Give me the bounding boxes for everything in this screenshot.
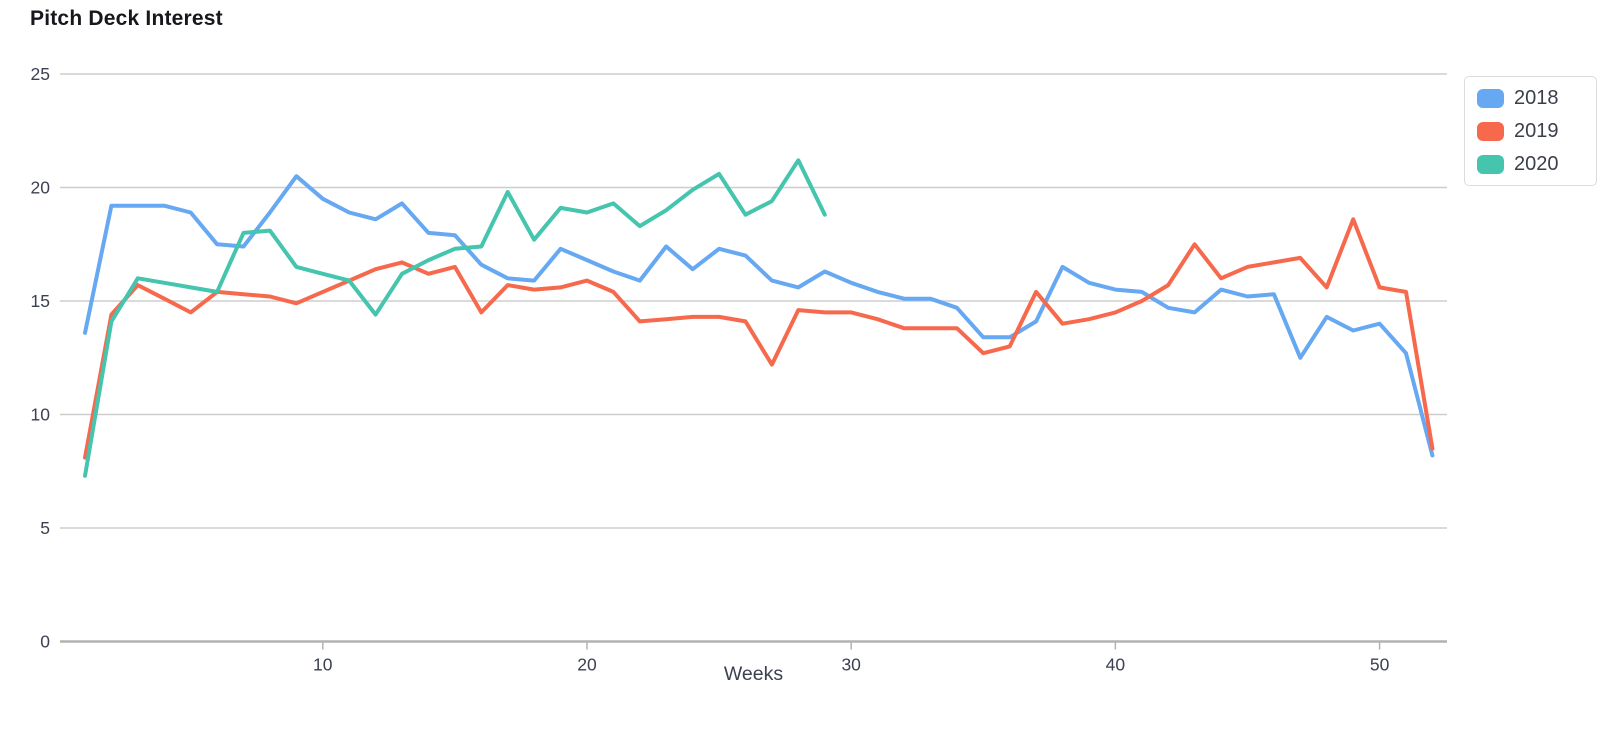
legend-swatch-2018 xyxy=(1477,88,1504,108)
y-tick-label: 20 xyxy=(31,178,51,198)
chart-legend: 2018 2019 2020 xyxy=(1464,76,1597,186)
y-tick-label: 25 xyxy=(31,64,50,84)
series-line-2019 xyxy=(83,217,1435,460)
series-line-2020 xyxy=(83,158,827,478)
x-tick-label: 20 xyxy=(577,655,597,675)
x-tick-label: 30 xyxy=(841,655,861,675)
legend-swatch-2019 xyxy=(1477,121,1504,141)
chart-title: Pitch Deck Interest xyxy=(30,7,223,30)
legend-swatch-2020 xyxy=(1477,154,1504,174)
x-tick-label: 40 xyxy=(1106,655,1126,675)
legend-item-2018[interactable]: 2018 xyxy=(1477,88,1586,108)
y-tick-label: 10 xyxy=(31,405,51,425)
legend-item-2019[interactable]: 2019 xyxy=(1477,121,1586,141)
legend-label: 2018 xyxy=(1514,87,1559,109)
legend-label: 2019 xyxy=(1514,120,1559,142)
x-axis-title: Weeks xyxy=(724,663,783,685)
legend-label: 2020 xyxy=(1514,153,1559,175)
series-line-2018 xyxy=(83,174,1435,458)
x-tick-label: 10 xyxy=(313,655,333,675)
y-tick-label: 5 xyxy=(40,518,50,538)
legend-item-2020[interactable]: 2020 xyxy=(1477,154,1586,174)
y-tick-label: 15 xyxy=(31,291,50,311)
x-tick-label: 50 xyxy=(1370,655,1390,675)
y-tick-label: 0 xyxy=(40,632,50,652)
